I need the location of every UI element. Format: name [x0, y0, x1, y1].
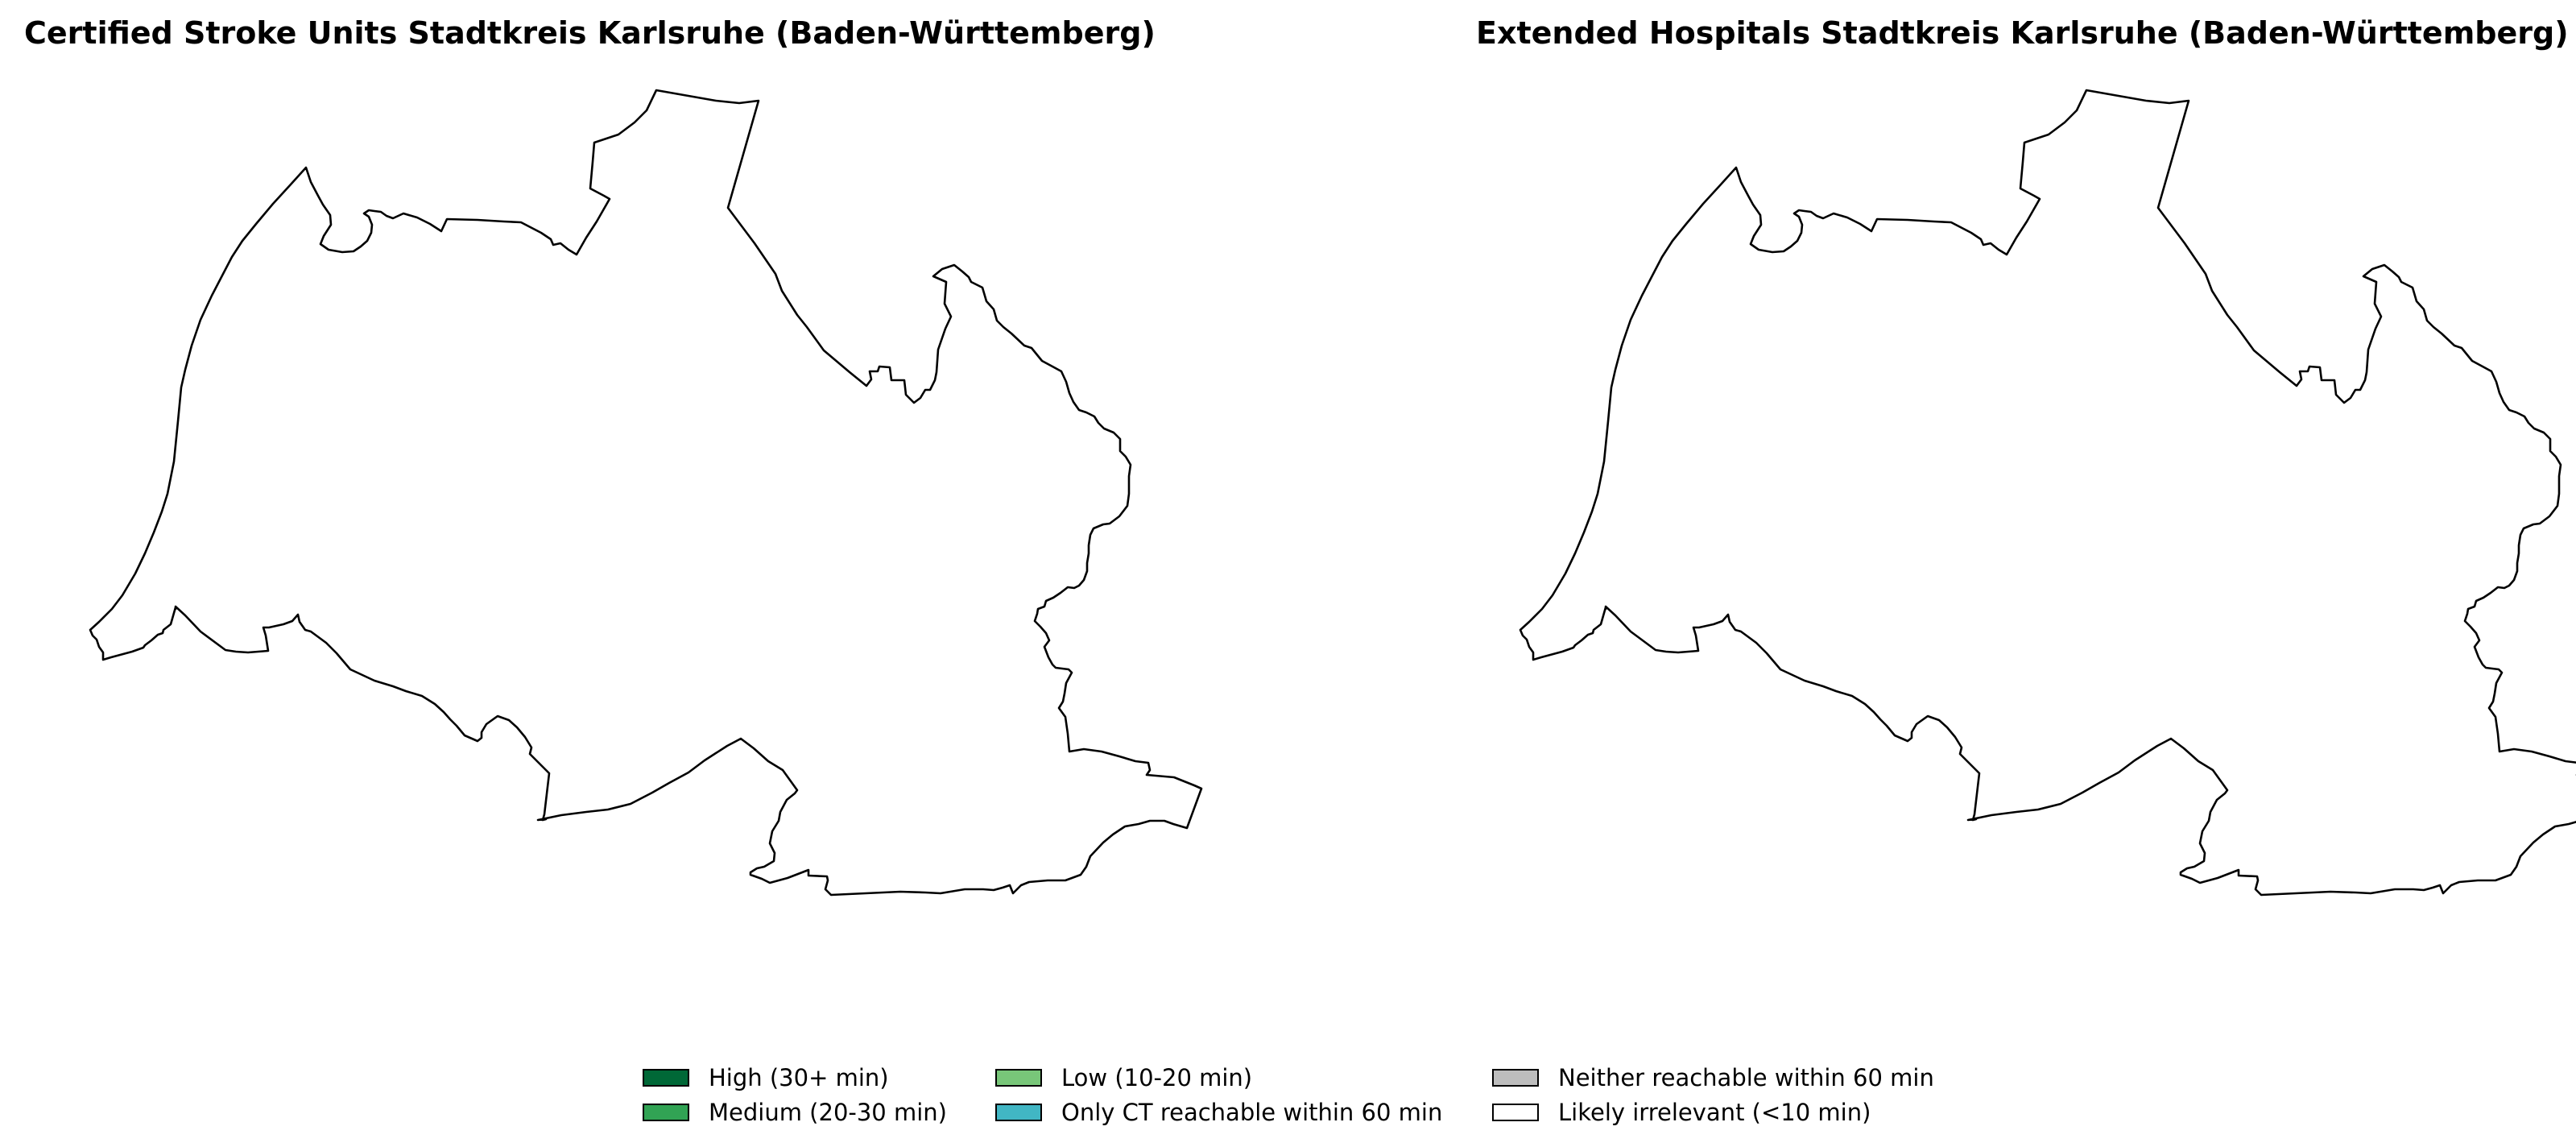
legend-swatch-high [643, 1069, 689, 1087]
district-outline-karlsruhe [89, 89, 1203, 897]
legend-item-high: High (30+ min) [643, 1066, 889, 1090]
legend-label-irrelevant: Likely irrelevant (<10 min) [1558, 1098, 1871, 1126]
legend-swatch-neither [1492, 1069, 1539, 1087]
map-stroke-units [89, 89, 1203, 897]
legend-label-low: Low (10-20 min) [1061, 1063, 1253, 1091]
legend-label-medium: Medium (20-30 min) [709, 1098, 947, 1126]
legend-swatch-irrelevant [1492, 1104, 1539, 1121]
legend-label-only-ct: Only CT reachable within 60 min [1061, 1098, 1443, 1126]
legend-item-only-ct: Only CT reachable within 60 min [995, 1100, 1442, 1124]
district-outline-karlsruhe [1519, 89, 2576, 897]
legend-item-low: Low (10-20 min) [995, 1066, 1252, 1090]
panel-title-extended-hospitals: Extended Hospitals Stadtkreis Karlsruhe … [1476, 15, 2569, 51]
legend-swatch-only-ct [995, 1104, 1042, 1121]
legend-label-high: High (30+ min) [709, 1063, 889, 1091]
legend-label-neither: Neither reachable within 60 min [1558, 1063, 1934, 1091]
panel-title-stroke-units: Certified Stroke Units Stadtkreis Karlsr… [24, 15, 1156, 51]
legend-swatch-low [995, 1069, 1042, 1087]
map-extended-hospitals [1519, 89, 2576, 897]
legend-item-neither: Neither reachable within 60 min [1492, 1066, 1934, 1090]
legend-item-medium: Medium (20-30 min) [643, 1100, 947, 1124]
legend-swatch-medium [643, 1104, 689, 1121]
legend-item-irrelevant: Likely irrelevant (<10 min) [1492, 1100, 1871, 1124]
